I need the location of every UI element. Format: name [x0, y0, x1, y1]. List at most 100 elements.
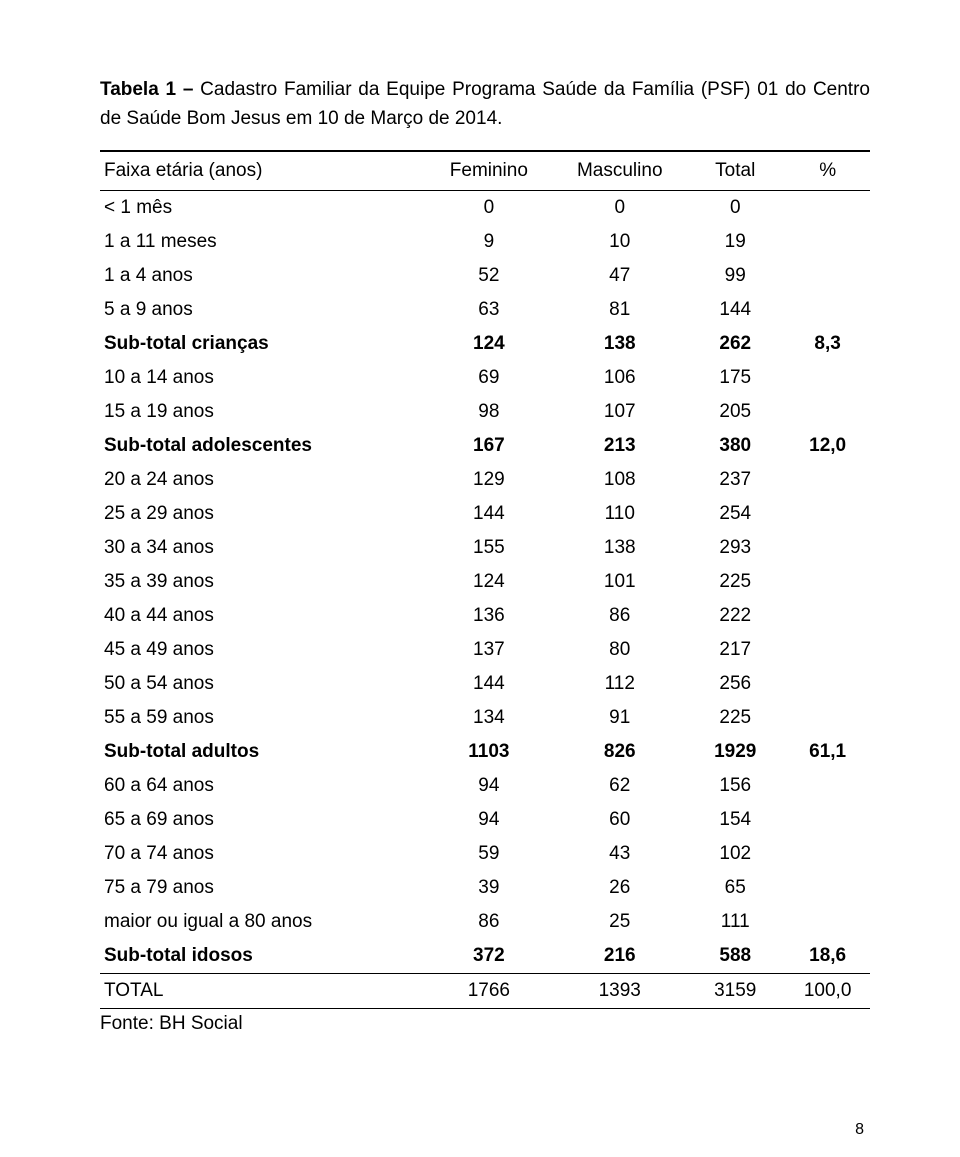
table-cell: 62 [554, 769, 685, 803]
page-number: 8 [855, 1121, 864, 1139]
table-cell: 47 [554, 259, 685, 293]
table-cell: 101 [554, 565, 685, 599]
table-header-row: Faixa etária (anos) Feminino Masculino T… [100, 151, 870, 191]
caption-prefix: Tabela 1 – [100, 79, 193, 100]
table-cell: 0 [423, 190, 554, 225]
table-cell: 35 a 39 anos [100, 565, 423, 599]
table-cell: 136 [423, 599, 554, 633]
table-cell [785, 293, 870, 327]
table-cell: 1929 [685, 735, 785, 769]
table-cell: 8,3 [785, 327, 870, 361]
table-row: Sub-total idosos37221658818,6 [100, 939, 870, 974]
table-cell: TOTAL [100, 973, 423, 1008]
table-cell: 167 [423, 429, 554, 463]
table-cell: 69 [423, 361, 554, 395]
table-row: 10 a 14 anos69106175 [100, 361, 870, 395]
table-cell: 5 a 9 anos [100, 293, 423, 327]
table-cell: 138 [554, 531, 685, 565]
table-cell: 102 [685, 837, 785, 871]
table-total-row: TOTAL176613933159100,0 [100, 973, 870, 1008]
table-cell: 80 [554, 633, 685, 667]
table-row: 65 a 69 anos9460154 [100, 803, 870, 837]
table-cell: 237 [685, 463, 785, 497]
table-cell: 0 [554, 190, 685, 225]
table-cell: 205 [685, 395, 785, 429]
table-cell: 137 [423, 633, 554, 667]
table-cell [785, 837, 870, 871]
table-cell [785, 599, 870, 633]
table-cell: Sub-total crianças [100, 327, 423, 361]
table-cell: 75 a 79 anos [100, 871, 423, 905]
table-cell [785, 225, 870, 259]
table-cell: 222 [685, 599, 785, 633]
table-cell: Sub-total idosos [100, 939, 423, 974]
table-cell: 25 a 29 anos [100, 497, 423, 531]
table-cell: < 1 mês [100, 190, 423, 225]
table-row: 55 a 59 anos13491225 [100, 701, 870, 735]
table-cell: 45 a 49 anos [100, 633, 423, 667]
table-cell: 52 [423, 259, 554, 293]
table-cell: 110 [554, 497, 685, 531]
table-caption: Tabela 1 – Cadastro Familiar da Equipe P… [100, 75, 870, 134]
table-cell: 372 [423, 939, 554, 974]
table-cell [785, 667, 870, 701]
table-cell: 144 [685, 293, 785, 327]
table-cell [785, 803, 870, 837]
table-cell: 138 [554, 327, 685, 361]
table-cell: 9 [423, 225, 554, 259]
table-cell: 63 [423, 293, 554, 327]
table-cell: 217 [685, 633, 785, 667]
table-cell: 26 [554, 871, 685, 905]
table-row: 35 a 39 anos124101225 [100, 565, 870, 599]
col-header-masculino: Masculino [554, 151, 685, 191]
table-cell [785, 871, 870, 905]
caption-text: Cadastro Familiar da Equipe Programa Saú… [100, 79, 870, 129]
table-row: Sub-total adolescentes16721338012,0 [100, 429, 870, 463]
table-cell: 81 [554, 293, 685, 327]
table-row: Sub-total crianças1241382628,3 [100, 327, 870, 361]
table-cell [785, 361, 870, 395]
table-cell: 175 [685, 361, 785, 395]
table-cell [785, 463, 870, 497]
table-cell: 3159 [685, 973, 785, 1008]
table-cell: 588 [685, 939, 785, 974]
table-cell: 107 [554, 395, 685, 429]
table-row: 45 a 49 anos13780217 [100, 633, 870, 667]
table-cell: 91 [554, 701, 685, 735]
table-row: < 1 mês000 [100, 190, 870, 225]
table-cell [785, 701, 870, 735]
table-cell: 18,6 [785, 939, 870, 974]
table-cell: 293 [685, 531, 785, 565]
col-header-feminino: Feminino [423, 151, 554, 191]
table-cell: 61,1 [785, 735, 870, 769]
table-row: 70 a 74 anos5943102 [100, 837, 870, 871]
table-cell [785, 190, 870, 225]
table-row: 1 a 11 meses91019 [100, 225, 870, 259]
table-row: 50 a 54 anos144112256 [100, 667, 870, 701]
table-cell: 86 [423, 905, 554, 939]
table-row: Sub-total adultos1103826192961,1 [100, 735, 870, 769]
table-cell: 1103 [423, 735, 554, 769]
table-cell: 1 a 4 anos [100, 259, 423, 293]
table-cell: 60 [554, 803, 685, 837]
table-cell: 86 [554, 599, 685, 633]
table-row: 15 a 19 anos98107205 [100, 395, 870, 429]
table-cell: 40 a 44 anos [100, 599, 423, 633]
table-cell: 154 [685, 803, 785, 837]
table-cell: Sub-total adolescentes [100, 429, 423, 463]
table-row: 25 a 29 anos144110254 [100, 497, 870, 531]
table-cell: 70 a 74 anos [100, 837, 423, 871]
table-cell: 380 [685, 429, 785, 463]
table-cell: 213 [554, 429, 685, 463]
table-row: 5 a 9 anos6381144 [100, 293, 870, 327]
table-cell: 1766 [423, 973, 554, 1008]
table-cell: 25 [554, 905, 685, 939]
table-cell: 20 a 24 anos [100, 463, 423, 497]
table-cell: 10 [554, 225, 685, 259]
col-header-label: Faixa etária (anos) [100, 151, 423, 191]
table-cell: 155 [423, 531, 554, 565]
table-row: 60 a 64 anos9462156 [100, 769, 870, 803]
table-cell: 144 [423, 667, 554, 701]
table-cell: 1393 [554, 973, 685, 1008]
table-cell: 12,0 [785, 429, 870, 463]
